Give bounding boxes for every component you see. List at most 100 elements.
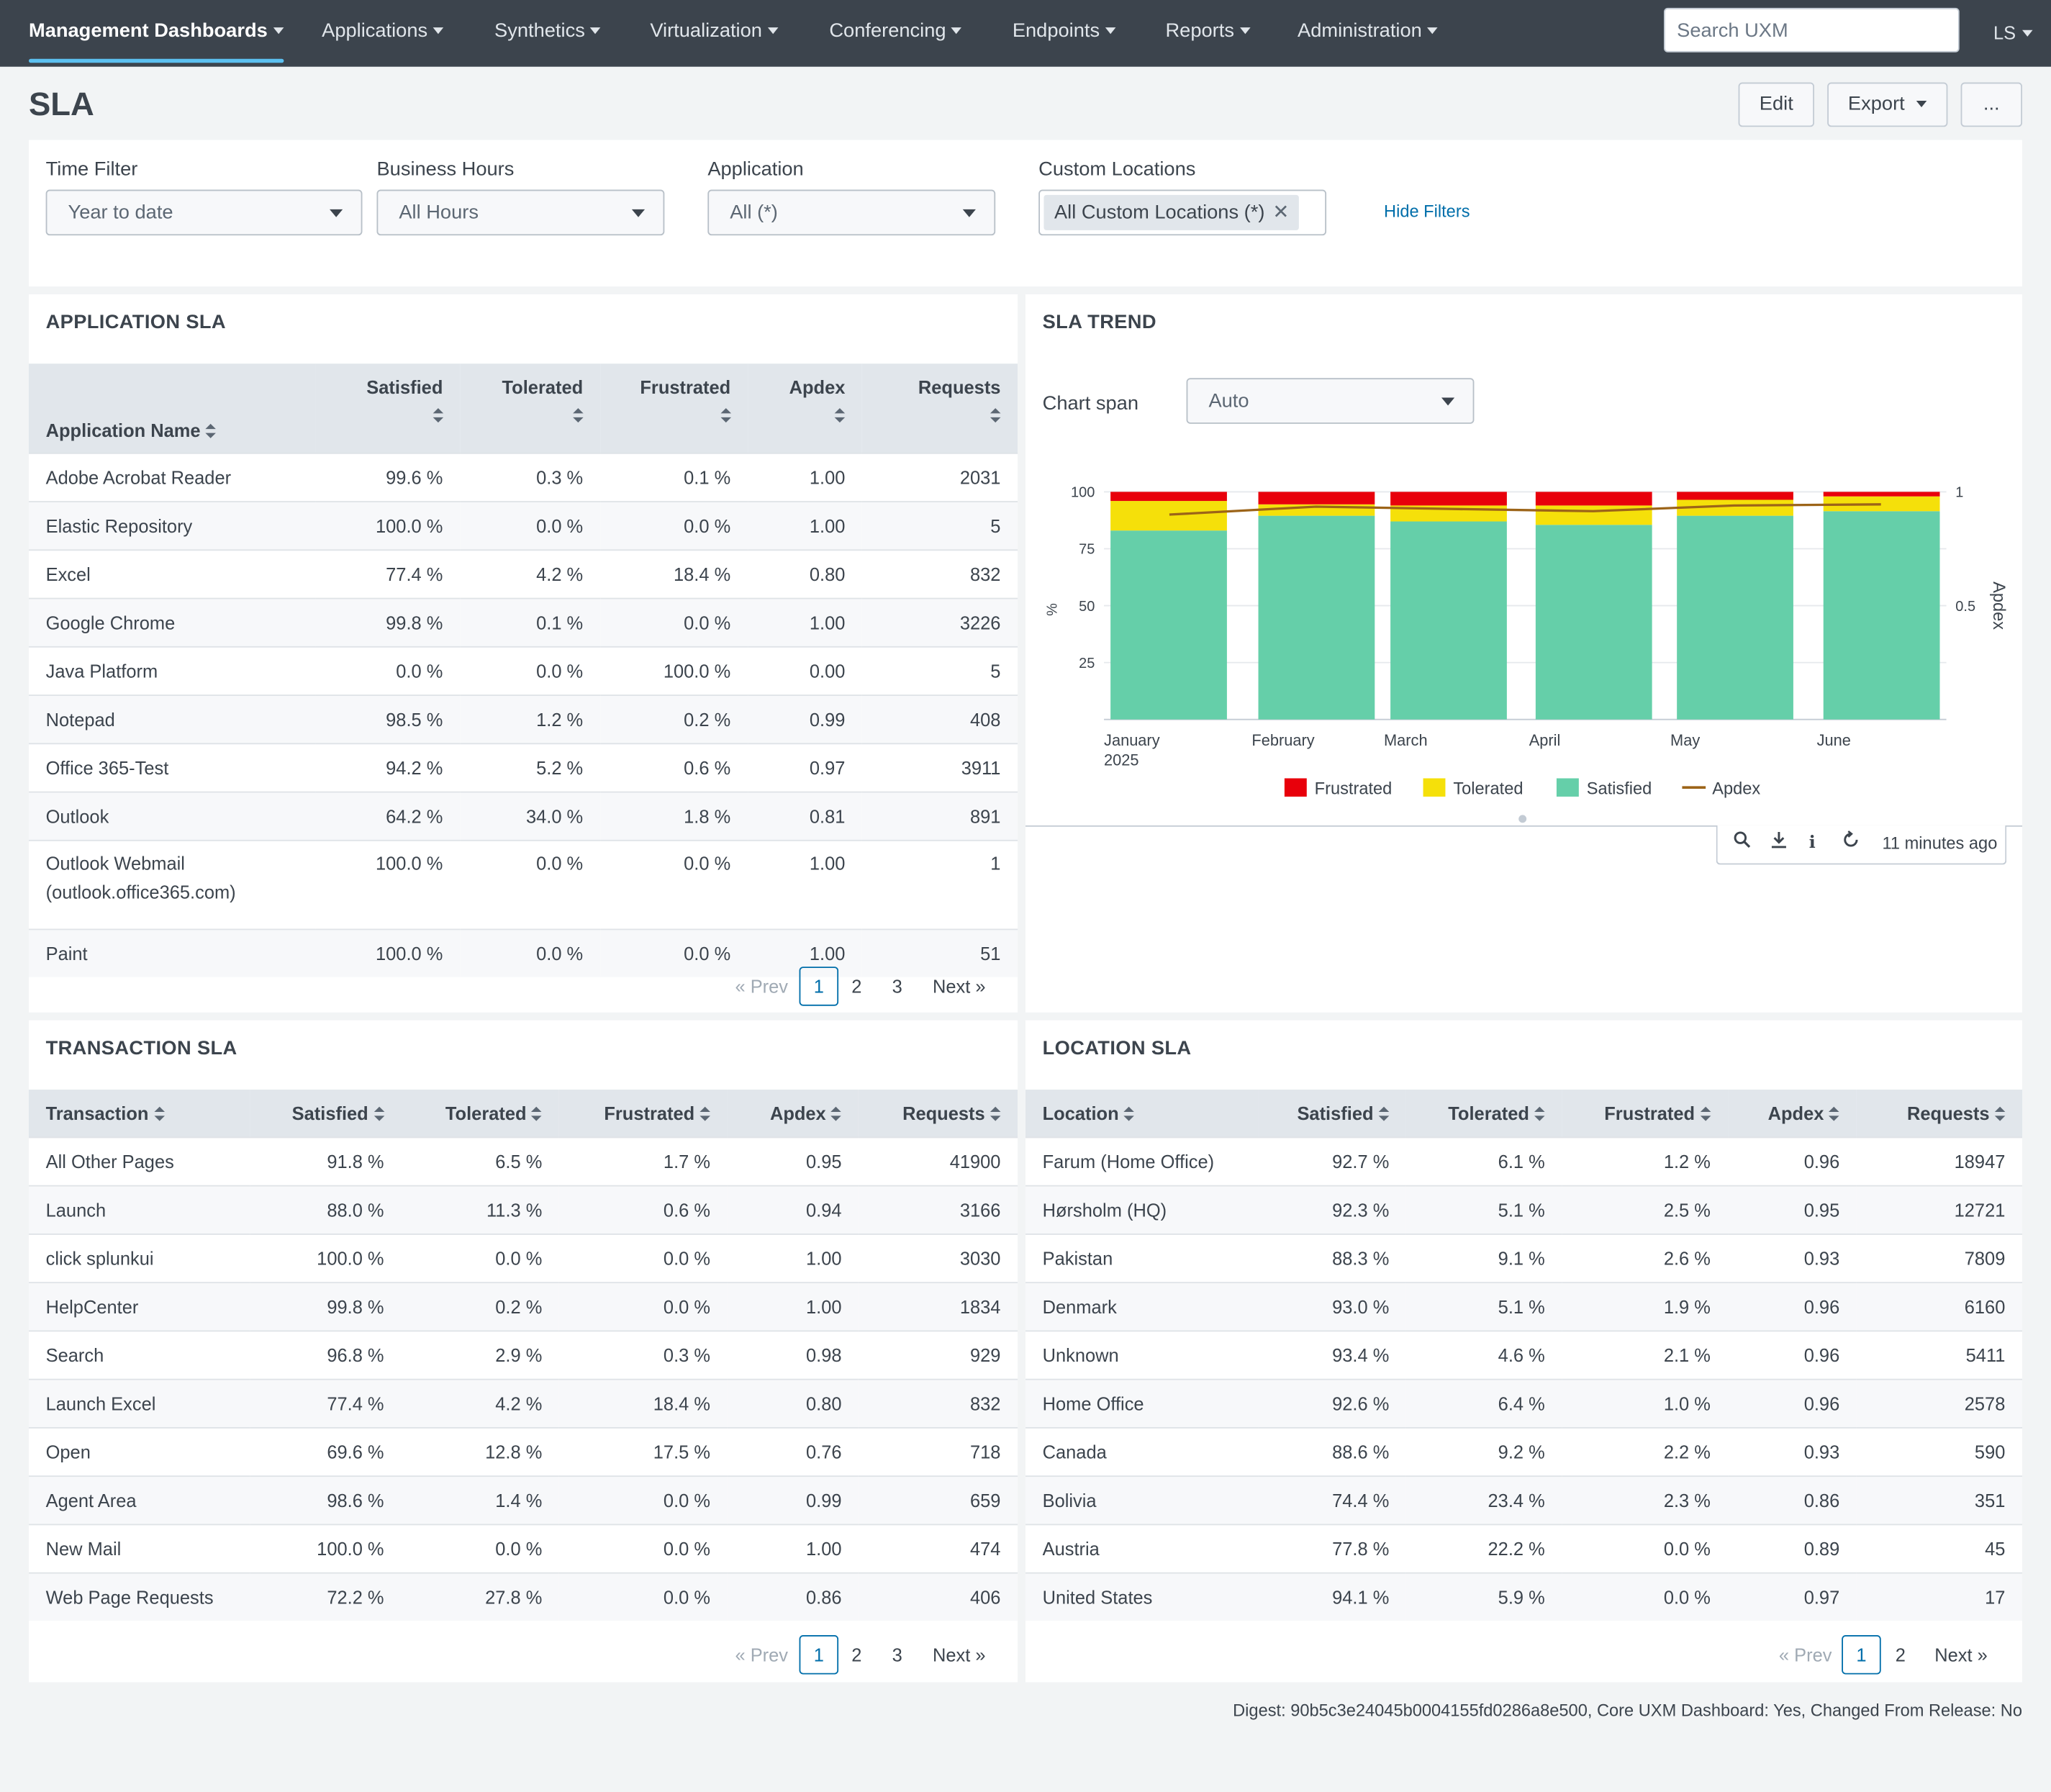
column-header-transaction[interactable]: Transaction bbox=[28, 1090, 250, 1138]
table-row[interactable]: HelpCenter 99.8 % 0.2 % 0.0 % 1.00 1834 bbox=[28, 1282, 1018, 1331]
table-row[interactable]: Notepad 98.5 % 1.2 % 0.2 % 0.99 408 bbox=[28, 694, 1018, 744]
column-header-frustrated[interactable]: Frustrated bbox=[1562, 1090, 1728, 1138]
cell-requests: 1834 bbox=[859, 1282, 1018, 1331]
table-row[interactable]: Hørsholm (HQ) 92.3 % 5.1 % 2.5 % 0.95 12721 bbox=[1025, 1185, 2023, 1234]
nav-synthetics[interactable]: Synthetics bbox=[494, 0, 601, 67]
cell-requests: 2578 bbox=[1856, 1378, 2023, 1428]
table-row[interactable]: Paint 100.0 % 0.0 % 0.0 % 1.00 51 bbox=[28, 928, 1018, 977]
column-header-apdex[interactable]: Apdex bbox=[727, 1090, 859, 1138]
column-header-frustrated[interactable]: Frustrated bbox=[599, 363, 748, 453]
next-page-button[interactable]: Next » bbox=[1934, 1644, 1988, 1665]
table-row[interactable]: Austria 77.8 % 22.2 % 0.0 % 0.89 45 bbox=[1025, 1524, 2023, 1573]
export-button[interactable]: Export bbox=[1827, 82, 1948, 127]
next-page-button[interactable]: Next » bbox=[932, 1644, 986, 1665]
search-icon[interactable] bbox=[1733, 825, 1751, 862]
cell-satisfied: 96.8 % bbox=[250, 1330, 402, 1380]
table-row[interactable]: Office 365-Test 94.2 % 5.2 % 0.6 % 0.97 3911 bbox=[28, 743, 1018, 792]
page-1-button[interactable]: 1 bbox=[1842, 1635, 1881, 1675]
nav-management-dashboards[interactable]: Management Dashboards bbox=[28, 0, 284, 67]
nav-virtualization[interactable]: Virtualization bbox=[650, 0, 778, 67]
cell-frustrated: 17.5 % bbox=[558, 1427, 728, 1477]
application-select[interactable]: All (*) bbox=[707, 189, 996, 236]
cell-requests: 659 bbox=[859, 1475, 1018, 1525]
table-row[interactable]: All Other Pages 91.8 % 6.5 % 1.7 % 0.95 41900 bbox=[28, 1136, 1018, 1186]
more-actions-button[interactable]: ... bbox=[1960, 82, 2023, 127]
table-row[interactable]: United States 94.1 % 5.9 % 0.0 % 0.97 17 bbox=[1025, 1572, 2023, 1621]
nav-reports[interactable]: Reports bbox=[1165, 0, 1250, 67]
time-filter-select[interactable]: Year to date bbox=[45, 189, 363, 236]
column-header-tolerated[interactable]: Tolerated bbox=[460, 363, 600, 453]
prev-page-button[interactable]: « Prev bbox=[1778, 1644, 1832, 1665]
refresh-icon[interactable] bbox=[1842, 825, 1860, 862]
close-icon[interactable]: ✕ bbox=[1272, 201, 1290, 224]
column-header-application-name[interactable]: Application Name bbox=[28, 363, 316, 453]
table-row[interactable]: click splunkui 100.0 % 0.0 % 0.0 % 1.00 3030 bbox=[28, 1233, 1018, 1283]
table-row[interactable]: New Mail 100.0 % 0.0 % 0.0 % 1.00 474 bbox=[28, 1524, 1018, 1573]
table-row[interactable]: Farum (Home Office) 92.7 % 6.1 % 1.2 % 0.96 1… bbox=[1025, 1136, 2023, 1186]
cell-satisfied: 64.2 % bbox=[315, 791, 460, 841]
user-menu[interactable]: LS bbox=[1993, 0, 2033, 67]
table-row[interactable]: Agent Area 98.6 % 1.4 % 0.0 % 0.99 659 bbox=[28, 1475, 1018, 1525]
prev-page-button[interactable]: « Prev bbox=[735, 1644, 789, 1665]
table-row[interactable]: Excel 77.4 % 4.2 % 18.4 % 0.80 832 bbox=[28, 549, 1018, 599]
edit-button[interactable]: Edit bbox=[1738, 82, 1815, 127]
column-header-tolerated[interactable]: Tolerated bbox=[1405, 1090, 1562, 1138]
table-row[interactable]: Launch 88.0 % 11.3 % 0.6 % 0.94 3166 bbox=[28, 1185, 1018, 1234]
column-header-satisfied[interactable]: Satisfied bbox=[315, 363, 460, 453]
cell-requests: 51 bbox=[862, 928, 1018, 977]
table-row[interactable]: Java Platform 0.0 % 0.0 % 100.0 % 0.00 5 bbox=[28, 646, 1018, 696]
table-row[interactable]: Adobe Acrobat Reader 99.6 % 0.3 % 0.1 % 1.00… bbox=[28, 452, 1018, 502]
info-icon[interactable]: i bbox=[1808, 833, 1816, 854]
table-row[interactable]: Elastic Repository 100.0 % 0.0 % 0.0 % 1.00 5 bbox=[28, 501, 1018, 551]
resize-handle[interactable] bbox=[1518, 815, 1527, 823]
table-row[interactable]: Canada 88.6 % 9.2 % 2.2 % 0.93 590 bbox=[1025, 1427, 2023, 1477]
table-row[interactable]: Denmark 93.0 % 5.1 % 1.9 % 0.96 6160 bbox=[1025, 1282, 2023, 1331]
page-3-button[interactable]: 3 bbox=[892, 1644, 902, 1665]
table-row[interactable]: Pakistan 88.3 % 9.1 % 2.6 % 0.93 7809 bbox=[1025, 1233, 2023, 1283]
column-header-location[interactable]: Location bbox=[1025, 1090, 1259, 1138]
business-hours-select[interactable]: All Hours bbox=[376, 189, 665, 236]
table-row[interactable]: Web Page Requests 72.2 % 27.8 % 0.0 % 0.86 40… bbox=[28, 1572, 1018, 1621]
column-header-tolerated[interactable]: Tolerated bbox=[401, 1090, 559, 1138]
column-header-apdex[interactable]: Apdex bbox=[1727, 1090, 1857, 1138]
page-3-button[interactable]: 3 bbox=[892, 975, 902, 997]
column-header-apdex[interactable]: Apdex bbox=[747, 363, 863, 453]
nav-applications[interactable]: Applications bbox=[322, 0, 443, 67]
table-row[interactable]: Outlook Webmail (outlook.office365.com) 1… bbox=[28, 839, 1018, 930]
search-input[interactable] bbox=[1663, 7, 1960, 53]
nav-endpoints[interactable]: Endpoints bbox=[1013, 0, 1115, 67]
next-page-button[interactable]: Next » bbox=[932, 975, 986, 997]
custom-locations-multiselect[interactable]: All Custom Locations (*) ✕ bbox=[1038, 189, 1327, 236]
page-2-button[interactable]: 2 bbox=[1895, 1644, 1906, 1665]
nav-conferencing[interactable]: Conferencing bbox=[829, 0, 962, 67]
table-row[interactable]: Launch Excel 77.4 % 4.2 % 18.4 % 0.80 832 bbox=[28, 1378, 1018, 1428]
cell-satisfied: 77.4 % bbox=[315, 549, 460, 599]
prev-page-button[interactable]: « Prev bbox=[735, 975, 789, 997]
chart-span-select[interactable]: Auto bbox=[1186, 378, 1475, 424]
cell-requests: 7809 bbox=[1856, 1233, 2023, 1283]
table-row[interactable]: Google Chrome 99.8 % 0.1 % 0.0 % 1.00 3226 bbox=[28, 597, 1018, 647]
column-header-requests[interactable]: Requests bbox=[859, 1090, 1018, 1138]
nav-administration[interactable]: Administration bbox=[1298, 0, 1438, 67]
column-header-satisfied[interactable]: Satisfied bbox=[250, 1090, 402, 1138]
table-row[interactable]: Search 96.8 % 2.9 % 0.3 % 0.98 929 bbox=[28, 1330, 1018, 1380]
cell-requests: 474 bbox=[859, 1524, 1018, 1573]
page-1-button[interactable]: 1 bbox=[799, 967, 839, 1006]
page-2-button[interactable]: 2 bbox=[851, 1644, 862, 1665]
column-header-requests[interactable]: Requests bbox=[862, 363, 1018, 453]
column-header-label: Satisfied bbox=[1297, 1103, 1374, 1124]
page-2-button[interactable]: 2 bbox=[851, 975, 862, 997]
table-row[interactable]: Bolivia 74.4 % 23.4 % 2.3 % 0.86 351 bbox=[1025, 1475, 2023, 1525]
table-row[interactable]: Home Office 92.6 % 6.4 % 1.0 % 0.96 2578 bbox=[1025, 1378, 2023, 1428]
download-icon[interactable] bbox=[1770, 825, 1788, 862]
table-row[interactable]: Open 69.6 % 12.8 % 17.5 % 0.76 718 bbox=[28, 1427, 1018, 1477]
column-header-label: Frustrated bbox=[640, 376, 731, 398]
table-row[interactable]: Unknown 93.4 % 4.6 % 2.1 % 0.96 5411 bbox=[1025, 1330, 2023, 1380]
x-tick-label: June bbox=[1817, 731, 1851, 749]
column-header-satisfied[interactable]: Satisfied bbox=[1259, 1090, 1406, 1138]
table-row[interactable]: Outlook 64.2 % 34.0 % 1.8 % 0.81 891 bbox=[28, 791, 1018, 841]
column-header-requests[interactable]: Requests bbox=[1856, 1090, 2023, 1138]
column-header-frustrated[interactable]: Frustrated bbox=[558, 1090, 728, 1138]
page-1-button[interactable]: 1 bbox=[799, 1635, 839, 1675]
hide-filters-link[interactable]: Hide Filters bbox=[1384, 201, 1470, 222]
